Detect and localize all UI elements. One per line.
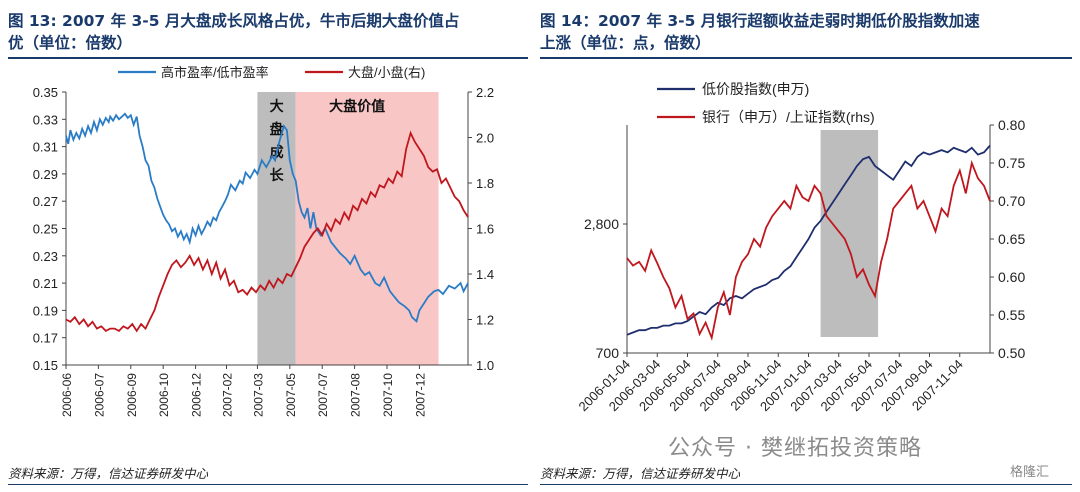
left-y2-tick-label: 2.0: [476, 131, 494, 146]
right-title-line2: 上涨（单位：点，倍数）: [540, 34, 711, 52]
left-shade-label-char: 大: [270, 98, 284, 114]
left-y-tick-label: 0.23: [33, 249, 58, 264]
right-source: 资料来源：万得，信达证券研发中心: [540, 466, 741, 481]
left-legend-label-0: 高市盈率/低市盈率: [161, 65, 269, 80]
left-y2-tick-label: 1.2: [476, 313, 494, 328]
left-y-tick-label: 0.25: [33, 222, 58, 237]
left-x-tick-label: 2006-07: [92, 373, 106, 417]
left-y-tick-label: 0.31: [33, 140, 58, 155]
right-y2-tick-label: 0.50: [998, 345, 1025, 361]
left-x-tick-label: 2007-07: [316, 373, 330, 417]
right-y2-tick-label: 0.75: [998, 155, 1025, 171]
right-source-rule: [540, 484, 1072, 485]
left-y-tick-label: 0.19: [33, 303, 58, 318]
right-y2-tick-label: 0.55: [998, 307, 1025, 323]
left-y-tick-label: 0.15: [33, 358, 58, 373]
left-title-line1: 图 13: 2007 年 3-5 月大盘成长风格占优，牛市后期大盘价值占: [8, 12, 460, 30]
left-y2-tick-label: 1.4: [476, 267, 494, 282]
right-series-line-0: [626, 144, 991, 336]
right-shade-0: [820, 130, 879, 337]
left-shade-label-value: 大盘价值: [329, 98, 385, 114]
left-x-tick-label: 2007-08: [349, 373, 363, 417]
left-x-tick-label: 2006-09: [125, 373, 139, 417]
left-legend-label-1: 大盘/小盘(右): [348, 65, 425, 80]
left-y2-tick-label: 1.6: [476, 222, 494, 237]
right-title-line1: 图 14：2007 年 3-5 月银行超额收益走弱时期低价股指数加速: [540, 12, 980, 30]
right-y2-tick-label: 0.60: [998, 269, 1025, 285]
right-legend-label-1: 银行（申万）/上证指数(rhs): [702, 109, 875, 125]
left-chart-title: 图 13: 2007 年 3-5 月大盘成长风格占优，牛市后期大盘价值占 优（单…: [8, 10, 459, 54]
left-source: 资料来源：万得，信达证券研发中心: [8, 466, 209, 481]
left-series-line-1: [65, 130, 469, 333]
right-y-tick-label: 700: [596, 345, 620, 361]
watermark-text: 公众号 · 樊继拓投资策略: [668, 436, 922, 461]
left-source-rule: [8, 484, 528, 485]
left-x-tick-label: 2007-05: [284, 373, 298, 417]
right-y2-tick-label: 0.70: [998, 193, 1025, 209]
left-y-tick-label: 0.35: [33, 85, 58, 100]
left-y2-tick-label: 1.0: [476, 358, 494, 373]
left-y-tick-label: 0.27: [33, 194, 58, 209]
left-shade-label-char: 盘: [270, 121, 284, 137]
right-title-rule: [540, 57, 1072, 59]
left-title-rule: [8, 57, 528, 59]
left-title-line2: 优（单位：倍数）: [8, 34, 133, 52]
left-x-tick-label: 2007-12: [413, 373, 427, 417]
watermark-badge: 格隆汇: [1010, 465, 1050, 480]
left-x-tick-label: 2007-03: [251, 373, 265, 417]
left-y-tick-label: 0.17: [33, 331, 58, 346]
left-y2-tick-label: 1.8: [476, 176, 494, 191]
left-x-tick-label: 2007-02: [221, 373, 235, 417]
right-chart-title: 图 14：2007 年 3-5 月银行超额收益走弱时期低价股指数加速 上涨（单位…: [540, 10, 980, 54]
right-legend-label-0: 低价股指数(申万): [702, 81, 809, 97]
right-y2-tick-label: 0.65: [998, 231, 1025, 247]
left-series-line-0: [65, 112, 469, 323]
right-y-tick-label: 2,800: [584, 216, 619, 232]
left-y-tick-label: 0.33: [33, 112, 58, 127]
left-x-tick-label: 2006-10: [157, 373, 171, 417]
left-x-tick-label: 2006-12: [190, 373, 204, 417]
left-shade-0: [257, 92, 296, 365]
left-shade-label-char: 长: [270, 167, 285, 183]
left-y-tick-label: 0.29: [33, 167, 58, 182]
left-x-tick-label: 2007-10: [381, 373, 395, 417]
left-y-tick-label: 0.21: [33, 276, 58, 291]
right-series-line-1: [626, 159, 991, 341]
left-x-tick-label: 2006-06: [60, 373, 74, 417]
right-y2-tick-label: 0.80: [998, 117, 1025, 133]
left-y2-tick-label: 2.2: [476, 85, 494, 100]
